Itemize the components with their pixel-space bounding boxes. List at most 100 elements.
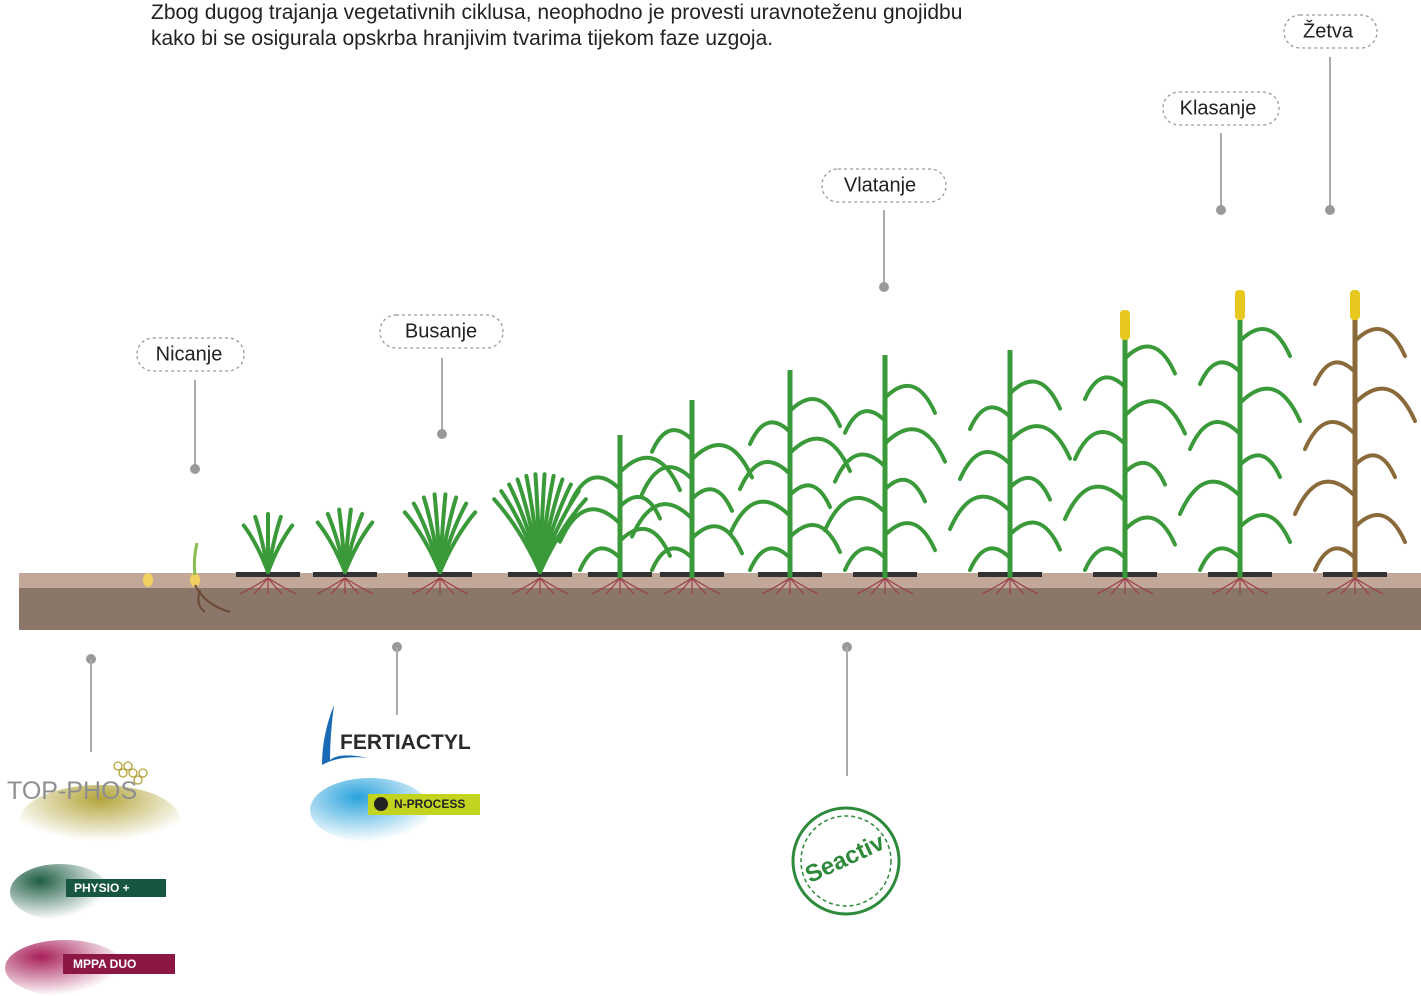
leaf (788, 523, 842, 554)
leaf (1303, 420, 1357, 451)
soil (19, 588, 1421, 630)
root (789, 577, 819, 595)
leaf (748, 420, 792, 446)
leaf (883, 384, 937, 415)
root (691, 577, 707, 595)
stage-text: Klasanje (1180, 97, 1257, 119)
root (344, 577, 360, 595)
root (981, 577, 1011, 595)
leaf (958, 450, 1012, 481)
leaf (948, 494, 1012, 531)
leaf (833, 452, 887, 484)
leaf (728, 499, 792, 536)
stage-text: Vlatanje (844, 174, 916, 196)
leaf (558, 507, 622, 544)
root (411, 577, 441, 595)
nprocess-text: N-PROCESS (394, 797, 465, 811)
leaf (343, 520, 375, 574)
root (539, 577, 555, 595)
root (1009, 577, 1025, 595)
root (605, 577, 621, 595)
root (1225, 577, 1241, 595)
root (677, 577, 693, 595)
root (1354, 577, 1384, 595)
leaf (1008, 475, 1052, 502)
leaf (738, 460, 792, 491)
leaf (1238, 327, 1292, 358)
root (1211, 577, 1241, 595)
leaf (438, 510, 478, 574)
root (1124, 577, 1154, 595)
ear (1235, 290, 1245, 320)
root (619, 577, 649, 595)
ear (1120, 310, 1130, 340)
intro-line: kako bi se osigurala opskrba hranjivim t… (151, 27, 773, 50)
leaf (1313, 360, 1357, 386)
root (425, 577, 441, 595)
leaf (690, 443, 754, 480)
leaf (1198, 546, 1242, 572)
leaf (968, 405, 1012, 431)
soil-plate (313, 572, 377, 577)
leaf (1123, 344, 1177, 376)
leaf (1008, 379, 1062, 411)
root (344, 577, 374, 595)
root (330, 577, 346, 595)
top-phos-logo: TOP-PHOS (7, 761, 180, 855)
leaf (788, 483, 832, 509)
physio-logo: PHYSIO + (10, 864, 166, 920)
root (691, 577, 721, 595)
leaf (1353, 386, 1417, 423)
leaf (690, 524, 744, 556)
leaf (578, 546, 622, 572)
root (239, 577, 269, 595)
leaf (1353, 327, 1407, 358)
leaf (1083, 546, 1127, 572)
leaf (538, 497, 588, 574)
soil-plate (236, 572, 300, 577)
stage-text: Žetva (1303, 19, 1354, 42)
leaf (1123, 515, 1177, 547)
root (511, 577, 541, 595)
nprocess-logo: N-PROCESS (310, 778, 480, 842)
stage-label: Vlatanje (821, 168, 947, 292)
leaf (843, 546, 887, 572)
stage-text: Busanje (405, 320, 477, 342)
root (1239, 577, 1269, 595)
sprout (192, 542, 199, 576)
leaf (1198, 360, 1242, 386)
root (1009, 577, 1039, 595)
root (439, 577, 469, 595)
root (775, 577, 791, 595)
root (525, 577, 541, 595)
leaf (823, 495, 887, 533)
root (995, 577, 1011, 595)
root (1110, 577, 1126, 595)
root (267, 577, 283, 595)
stage-label: Busanje (379, 314, 504, 439)
root (253, 577, 269, 595)
leaf (883, 427, 947, 464)
root (267, 577, 297, 595)
root (856, 577, 886, 595)
top-phos-text: TOP-PHOS (7, 777, 137, 805)
seed (190, 573, 200, 587)
mppa-text: MPPA DUO (73, 957, 136, 971)
root (1096, 577, 1126, 595)
ear (1350, 290, 1360, 320)
leaf (1123, 399, 1187, 436)
leaf (640, 465, 694, 497)
root (591, 577, 621, 595)
root (884, 577, 900, 595)
leaf (1083, 375, 1127, 401)
leaf (690, 487, 734, 513)
leaf (843, 409, 887, 435)
root (870, 577, 886, 595)
root (1354, 577, 1370, 595)
leaf (1123, 460, 1167, 487)
leaf (1293, 479, 1357, 516)
root (619, 577, 635, 595)
root (539, 577, 569, 595)
leaf (1238, 513, 1292, 544)
